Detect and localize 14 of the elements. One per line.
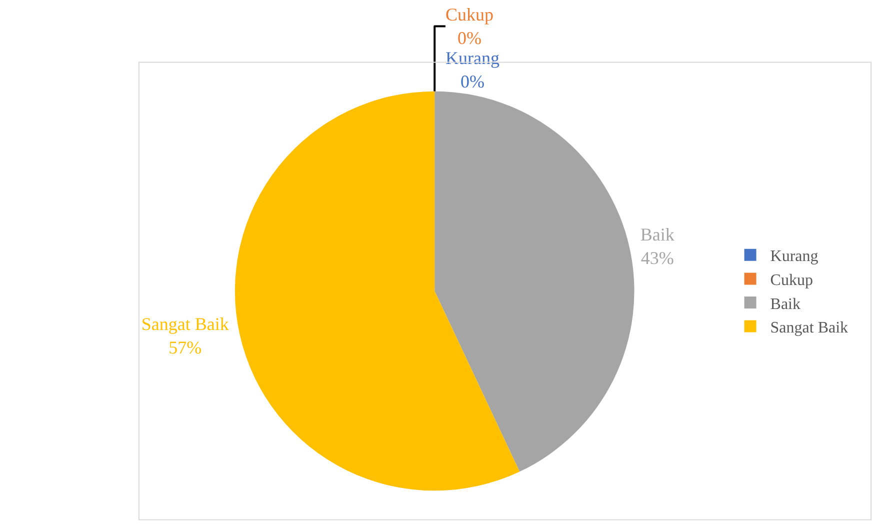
category-label: Cukup (445, 4, 494, 25)
slice-label: Baik (640, 224, 674, 245)
legend-label: Kurang (770, 248, 818, 266)
data-label: 43% (640, 248, 674, 268)
pie-slice (434, 91, 634, 472)
legend-label: Sangat Baik (770, 320, 848, 337)
data-label: 57% (168, 337, 202, 358)
category-label: Kurang (445, 48, 500, 68)
legend-label: Cukup (770, 272, 813, 289)
slice-label: Sangat Baik (141, 314, 229, 334)
pie-slice (235, 91, 520, 490)
text: 0% (457, 28, 482, 48)
legend-label: Baik (770, 296, 800, 313)
text: 0% (460, 71, 484, 92)
